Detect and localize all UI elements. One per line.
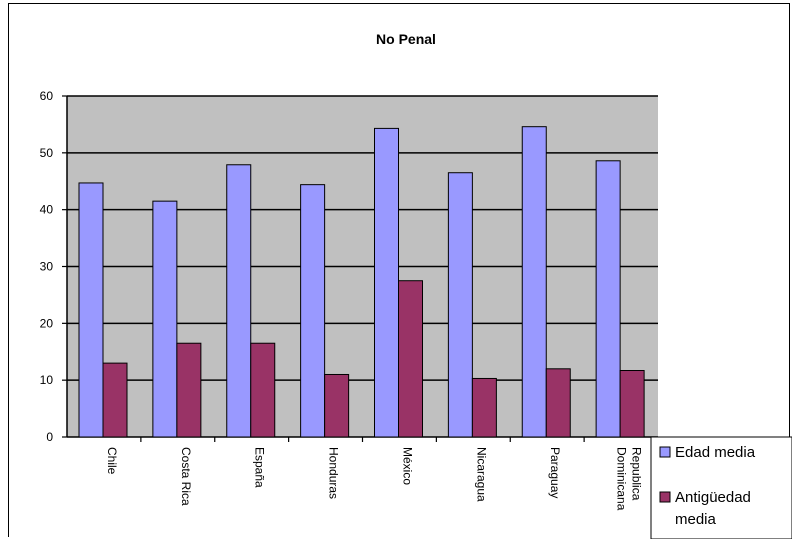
bar-antiguedad-media — [250, 342, 276, 438]
y-tick-label: 60 — [40, 89, 54, 103]
bar-antiguedad-media — [619, 370, 645, 438]
legend-box — [650, 436, 792, 539]
x-category-label: Nicaragua — [474, 447, 488, 502]
y-tick-label: 40 — [40, 203, 54, 217]
y-tick-label: 10 — [40, 373, 54, 387]
bar-antiguedad-media — [176, 342, 202, 438]
x-category-label: Costa Rica — [179, 447, 193, 506]
x-category-label: Dominicana — [615, 447, 629, 511]
legend-swatch — [659, 491, 671, 503]
y-tick-label: 30 — [40, 260, 54, 274]
bar-edad-media — [595, 160, 621, 438]
x-category-label: Paraguay — [548, 447, 562, 498]
legend-label: media — [675, 511, 717, 528]
bar-antiguedad-media — [324, 373, 350, 438]
x-category-label: España — [253, 447, 267, 488]
bar-edad-media — [521, 126, 547, 438]
x-category-label: Republica — [630, 447, 644, 501]
legend-swatch — [659, 446, 671, 458]
x-category-label: México — [400, 447, 414, 485]
bar-edad-media — [374, 127, 399, 438]
bar-edad-media — [447, 172, 473, 438]
legend-label: Antigüedad — [675, 489, 751, 506]
y-tick-label: 50 — [40, 146, 54, 160]
bar-antiguedad-media — [545, 368, 571, 438]
bar-edad-media — [226, 164, 252, 438]
y-tick-label: 0 — [46, 430, 53, 444]
bar-edad-media — [152, 200, 178, 438]
bar-edad-media — [78, 182, 104, 438]
plot-area: 0 10 20 30 40 50 60 Chile Costa Rica España Hondur… — [40, 89, 792, 539]
bar-antiguedad-media — [471, 377, 497, 438]
x-category-label: Chile — [105, 447, 119, 475]
chart-title: No Penal — [376, 31, 436, 47]
bar-antiguedad-media — [398, 280, 423, 438]
bar-edad-media — [300, 184, 326, 438]
y-tick-label: 20 — [40, 316, 54, 330]
bar-antiguedad-media — [102, 362, 128, 438]
legend-label: Edad media — [675, 444, 756, 461]
x-category-label: Honduras — [327, 447, 341, 499]
